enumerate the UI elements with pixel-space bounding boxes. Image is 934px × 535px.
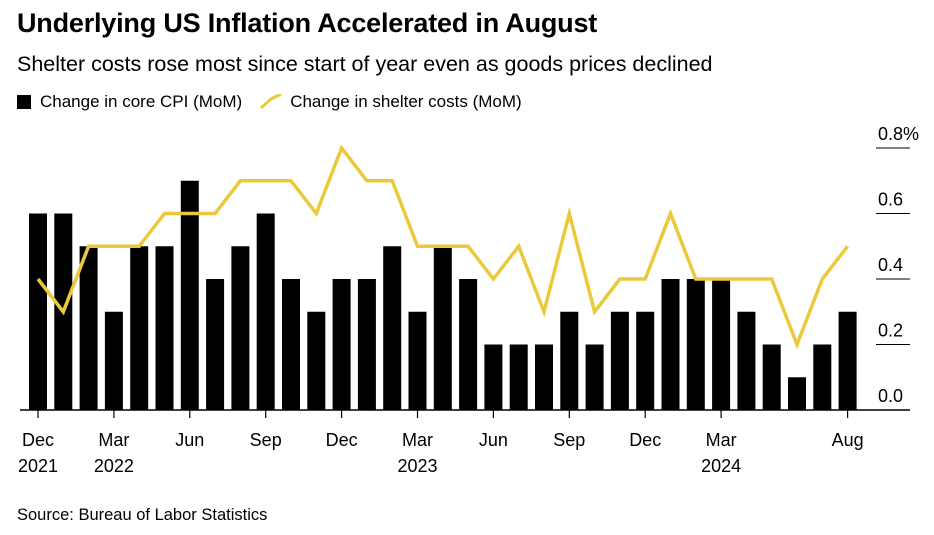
bar (307, 311, 326, 410)
y-tick-label: 0.4 (878, 255, 903, 275)
bar (408, 311, 427, 410)
bar (762, 344, 781, 410)
bar (256, 213, 275, 410)
legend-label-shelter: Change in shelter costs (MoM) (290, 92, 522, 111)
bar (130, 246, 149, 410)
legend-label-core-cpi: Change in core CPI (MoM) (40, 92, 243, 111)
x-tick-label: Mar (402, 430, 433, 450)
bar (231, 246, 250, 410)
x-tick-label: Aug (832, 430, 864, 450)
x-tick-label: Jun (175, 430, 204, 450)
bar (737, 311, 756, 410)
x-tick-label: Sep (553, 430, 585, 450)
bar (636, 311, 655, 410)
bar (79, 246, 98, 410)
bar (686, 279, 705, 410)
bar (433, 246, 452, 410)
legend-bar-swatch (17, 95, 31, 109)
x-tick-label: Sep (250, 430, 282, 450)
x-tick-label: Jun (479, 430, 508, 450)
bar (509, 344, 528, 410)
legend-item-core-cpi: Change in core CPI (MoM) (17, 92, 242, 112)
legend-item-shelter: Change in shelter costs (MoM) (260, 92, 522, 112)
bar (180, 180, 199, 410)
shelter-line (36, 144, 849, 350)
legend: Change in core CPI (MoM) Change in shelt… (17, 92, 540, 112)
y-tick-label: 0.6 (878, 190, 903, 210)
x-tick-year-label: 2024 (701, 456, 741, 476)
x-tick-year-label: 2023 (397, 456, 437, 476)
bar (29, 213, 47, 410)
bar (332, 279, 351, 410)
bar (813, 344, 832, 410)
chart-subtitle: Shelter costs rose most since start of y… (17, 52, 713, 76)
x-tick-label: Dec (326, 430, 358, 450)
bar (383, 246, 402, 410)
y-tick-label: 0.2 (878, 321, 903, 341)
bar (484, 344, 503, 410)
bar (838, 311, 857, 410)
bar (560, 311, 579, 410)
y-tick-label: 0.8% (878, 124, 919, 144)
x-tick-label: Dec (22, 430, 54, 450)
bar (712, 279, 731, 410)
x-tick-label: Mar (98, 430, 129, 450)
bar (661, 279, 680, 410)
x-tick-year-label: 2022 (94, 456, 134, 476)
bar (459, 279, 478, 410)
bar (610, 311, 629, 410)
legend-line-swatch (260, 94, 282, 110)
bar (788, 377, 806, 410)
x-tick-label: Dec (629, 430, 661, 450)
source-note: Source: Bureau of Labor Statistics (17, 506, 268, 524)
bar (104, 311, 123, 410)
x-tick-year-label: 2021 (18, 456, 58, 476)
bar (535, 344, 553, 410)
bar (357, 279, 376, 410)
bar (282, 279, 300, 410)
bar (206, 279, 225, 410)
bar (155, 246, 174, 410)
y-tick-label: 0.0 (878, 386, 903, 406)
bar (585, 344, 604, 410)
chart-title: Underlying US Inflation Accelerated in A… (17, 8, 598, 38)
x-tick-label: Mar (706, 430, 737, 450)
